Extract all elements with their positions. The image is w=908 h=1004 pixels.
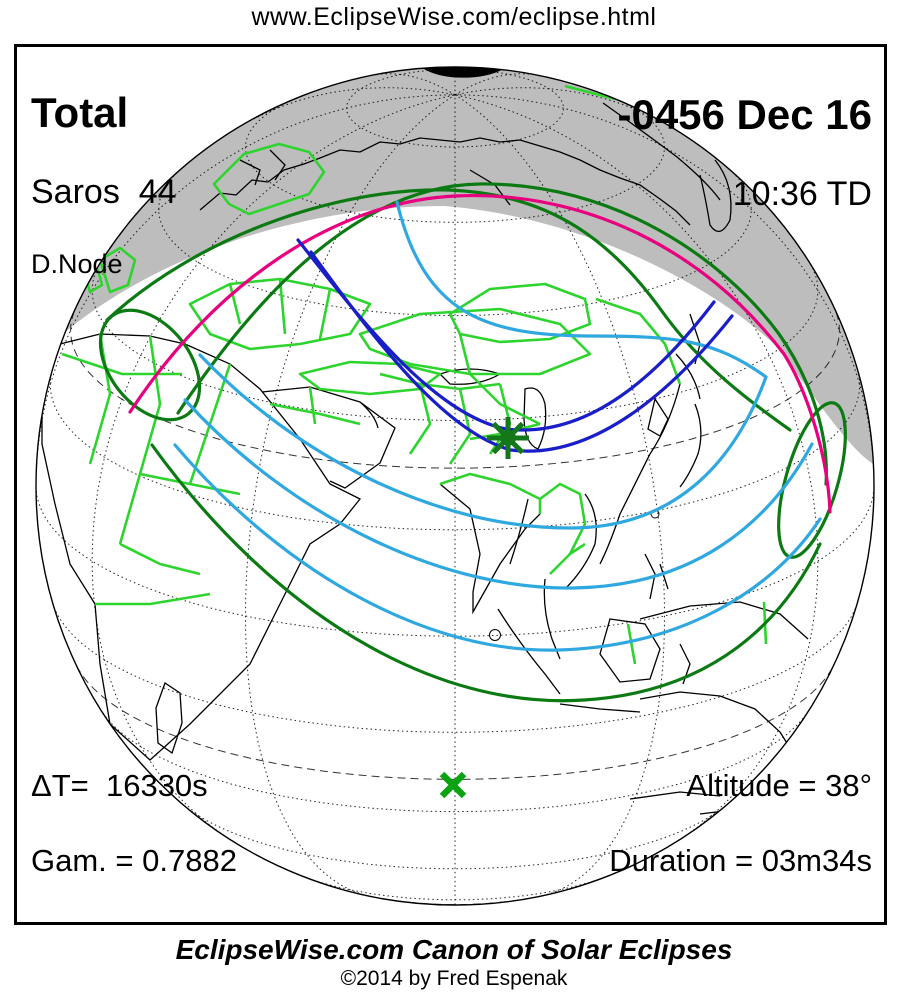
java bbox=[559, 703, 641, 713]
page-url-title: www.EclipseWise.com/eclipse.html bbox=[251, 3, 657, 31]
duration-label: Duration = 03m34s bbox=[609, 842, 872, 878]
subsolar-point-marker bbox=[439, 771, 467, 799]
sri-lanka bbox=[489, 629, 501, 641]
arctic-russia-coast bbox=[199, 137, 691, 226]
kamchatka bbox=[699, 159, 732, 232]
southern-penumbral-limit bbox=[150, 443, 822, 703]
bottom-right-labels: Altitude = 38° Duration = 03m34s bbox=[609, 730, 872, 916]
burma-coast bbox=[509, 498, 529, 565]
madagascar bbox=[155, 681, 183, 755]
coastlines bbox=[41, 67, 809, 815]
eclipse-curves bbox=[98, 182, 847, 703]
europe-borders bbox=[188, 277, 372, 351]
mongolia-borders bbox=[448, 282, 592, 344]
eclipse-globe-map bbox=[35, 66, 875, 906]
iran-central-asia-borders bbox=[379, 372, 512, 465]
borneo-border bbox=[626, 623, 637, 665]
west-sunrise-loop bbox=[98, 308, 202, 422]
saros-label: Saros 44 bbox=[31, 173, 177, 212]
indochina-borders bbox=[539, 482, 587, 575]
top-left-labels: Total Saros 44 D.Node bbox=[31, 53, 177, 318]
sumatra bbox=[497, 608, 561, 695]
eclipse-map-panel: Total Saros 44 D.Node -0456 Dec 16 10:36… bbox=[14, 44, 887, 925]
vietnam-coast bbox=[564, 493, 597, 590]
maximum-eclipse-at-sunrise-sunset-curve bbox=[128, 193, 832, 514]
korea bbox=[647, 397, 669, 437]
eclipse-date-label: -0456 Dec 16 bbox=[617, 91, 872, 138]
magnitude-contour-075-north bbox=[395, 200, 768, 379]
node-label: D.Node bbox=[31, 249, 123, 280]
canon-title: EclipseWise.com Canon of Solar Eclipses bbox=[175, 934, 733, 965]
umbral-path-south-limit bbox=[309, 250, 734, 453]
scandinavia-coast bbox=[239, 149, 286, 186]
altitude-label: Altitude = 38° bbox=[686, 767, 872, 803]
eclipse-time-label: 10:36 TD bbox=[732, 175, 872, 214]
magnitude-contour-075-south bbox=[198, 353, 768, 530]
india-north-border bbox=[439, 472, 542, 514]
night-region bbox=[65, 67, 873, 465]
copyright: ©2014 by Fred Espenak bbox=[340, 967, 568, 991]
arabia-borders bbox=[269, 386, 361, 426]
sunrise-sunset-curve-a bbox=[105, 188, 792, 432]
malay-peninsula bbox=[543, 578, 561, 660]
borneo bbox=[599, 618, 661, 683]
china-coast bbox=[599, 383, 681, 565]
bering-coast bbox=[602, 102, 721, 201]
alaska-sliver bbox=[564, 84, 616, 101]
new-guinea bbox=[639, 601, 809, 640]
china-borders bbox=[458, 297, 682, 441]
magnitude-contour-050 bbox=[183, 398, 814, 590]
magnitude-contour-025 bbox=[173, 443, 822, 652]
delta-t-label: ΔT= 16330s bbox=[31, 767, 208, 803]
africa-borders bbox=[61, 333, 241, 606]
page-footer: EclipseWise.com Canon of Solar Eclipses … bbox=[0, 934, 908, 991]
northern-penumbral-limit bbox=[176, 182, 828, 486]
philippines bbox=[644, 553, 669, 600]
top-right-labels: -0456 Dec 16 10:36 TD bbox=[617, 55, 872, 250]
gamma-label: Gam. = 0.7882 bbox=[31, 842, 237, 878]
bottom-left-labels: ΔT= 16330s Gam. = 0.7882 bbox=[31, 730, 237, 916]
eclipse-type-label: Total bbox=[31, 89, 129, 136]
globe-limb bbox=[35, 66, 875, 906]
japan bbox=[675, 353, 702, 488]
greatest-eclipse-marker bbox=[487, 417, 529, 459]
arabia-coast bbox=[261, 386, 396, 489]
turkey-borders bbox=[298, 360, 442, 396]
africa-coast bbox=[41, 333, 362, 761]
britain bbox=[98, 246, 137, 294]
scandinavia-borders bbox=[212, 142, 326, 216]
